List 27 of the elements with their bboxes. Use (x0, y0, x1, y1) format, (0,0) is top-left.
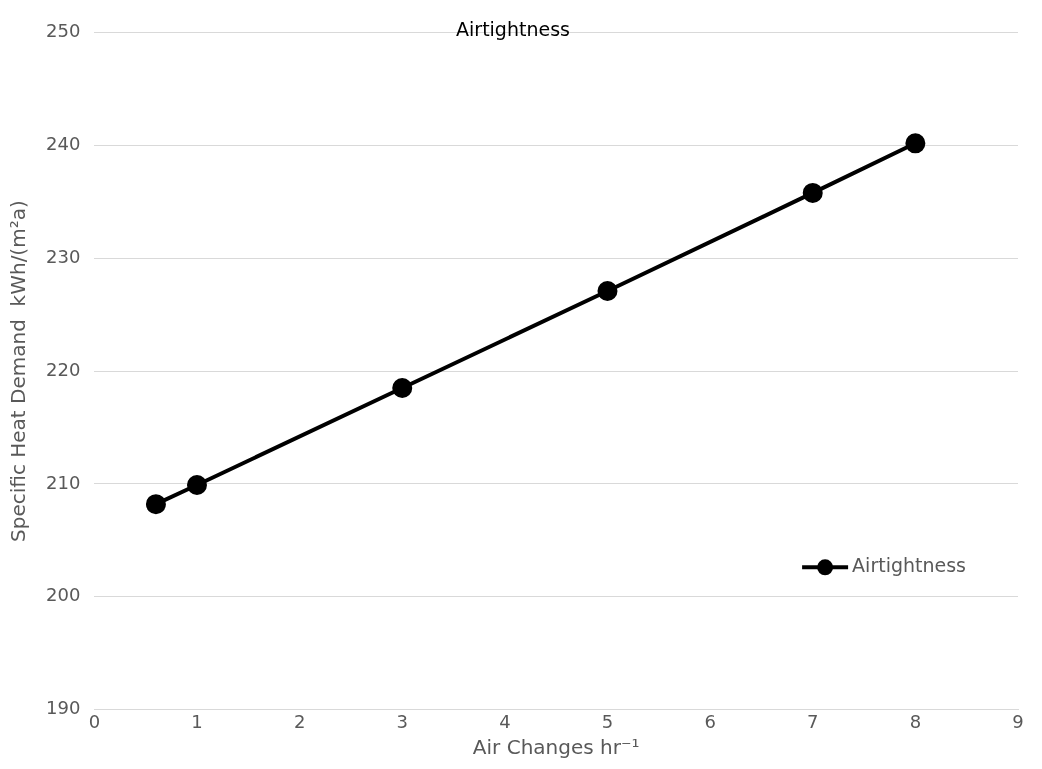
x-tick-label: 0 (88, 710, 101, 732)
point (145, 494, 166, 515)
point (802, 182, 823, 203)
x-tick-label: 9 (1012, 710, 1024, 732)
x-tick-label: 5 (601, 710, 614, 732)
x-tick-label: 7 (807, 710, 819, 732)
chart-title: Airtightness (456, 18, 570, 41)
y-tick-label: 230 (46, 246, 81, 268)
x-tick-label: 2 (293, 710, 306, 732)
y-tick-label: 240 (46, 133, 81, 155)
y-axis-title: Specific Heat Demand kWh/(m²a) (6, 200, 31, 542)
point (392, 378, 413, 399)
point (186, 474, 207, 495)
y-tick-label: 250 (46, 20, 81, 42)
x-tick-label: 8 (909, 710, 922, 732)
y-tick-label: 220 (46, 358, 81, 380)
y-tick-label: 210 (46, 471, 81, 493)
x-axis-title: Air Changes hr⁻¹ (472, 735, 640, 760)
x-tick-label: 4 (499, 710, 511, 732)
legend-label: Airtightness (852, 554, 967, 577)
x-tick-label: 3 (396, 710, 408, 732)
y-tick-label: 190 (46, 697, 81, 719)
point (905, 133, 926, 154)
x-tick-label: 1 (191, 710, 203, 732)
y-tick-label: 200 (46, 584, 81, 606)
point (597, 281, 618, 302)
x-tick-label: 6 (704, 710, 716, 732)
